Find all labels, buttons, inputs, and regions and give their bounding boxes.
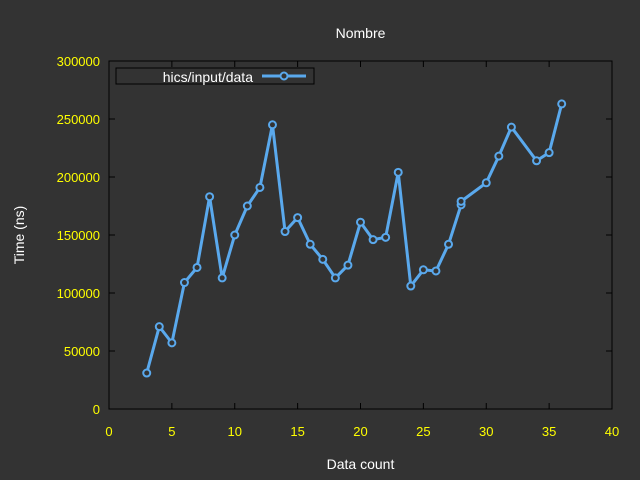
data-point: [167, 338, 177, 348]
y-tick-label: 200000: [57, 170, 100, 185]
chart-title: Nombre: [336, 25, 386, 41]
data-point: [230, 230, 240, 240]
data-point: [406, 281, 416, 291]
y-tick-label: 50000: [64, 344, 100, 359]
data-point: [280, 227, 290, 237]
x-tick-label: 5: [168, 424, 175, 439]
data-point: [205, 192, 215, 202]
data-point: [242, 201, 252, 211]
data-point: [431, 266, 441, 276]
x-axis-ticks: 0 5 10 15 20 25 30 35 40: [105, 61, 619, 439]
data-point: [330, 273, 340, 283]
legend: hics/input/data: [115, 67, 315, 85]
plot-frame: [108, 60, 613, 410]
series-line: [145, 103, 564, 374]
data-point: [506, 122, 516, 132]
data-point: [142, 368, 152, 378]
x-tick-label: 25: [416, 424, 430, 439]
x-tick-label: 30: [479, 424, 493, 439]
data-point: [532, 156, 542, 166]
x-axis-label: Data count: [327, 456, 395, 472]
data-point: [444, 239, 454, 249]
data-point: [393, 167, 403, 177]
legend-entry-label: hics/input/data: [163, 69, 253, 85]
y-tick-label: 100000: [57, 286, 100, 301]
data-point: [154, 322, 164, 332]
data-point: [481, 178, 491, 188]
data-point: [343, 260, 353, 270]
y-tick-label: 0: [93, 402, 100, 417]
data-point: [381, 232, 391, 242]
data-point: [267, 120, 277, 130]
data-point: [192, 262, 202, 272]
data-point: [494, 151, 504, 161]
data-point: [544, 148, 554, 158]
x-tick-label: 10: [228, 424, 242, 439]
data-point: [368, 235, 378, 245]
data-point: [557, 99, 567, 109]
x-tick-label: 15: [290, 424, 304, 439]
x-tick-label: 40: [605, 424, 619, 439]
data-point: [255, 182, 265, 192]
data-point: [305, 239, 315, 249]
y-axis-ticks: 0 50000 100000 150000 200000 250000 300000: [57, 54, 612, 417]
legend-marker-sample: [279, 71, 289, 81]
y-axis-label: Time (ns): [11, 206, 27, 265]
data-point: [418, 265, 428, 275]
x-tick-label: 20: [353, 424, 367, 439]
y-tick-label: 250000: [57, 112, 100, 127]
y-tick-label: 300000: [57, 54, 100, 69]
series-layer: [142, 99, 567, 378]
data-point: [179, 278, 189, 288]
data-point: [293, 213, 303, 223]
data-point: [356, 217, 365, 227]
x-tick-label: 0: [105, 424, 112, 439]
data-point: [217, 273, 227, 283]
data-point: [456, 196, 466, 206]
x-tick-label: 35: [542, 424, 556, 439]
y-tick-label: 150000: [57, 228, 100, 243]
data-point: [318, 254, 328, 264]
legend-box: [115, 67, 315, 85]
